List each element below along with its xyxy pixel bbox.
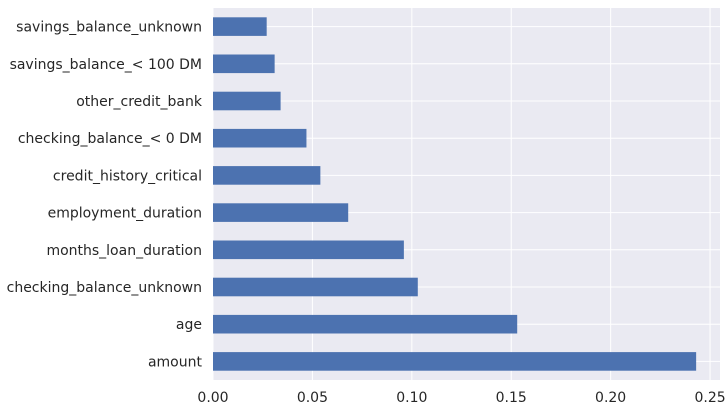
y-tick-label: age <box>176 317 202 333</box>
bar <box>213 17 267 36</box>
x-tick-label: 0.00 <box>197 390 228 406</box>
x-tick-label: 0.20 <box>595 390 626 406</box>
y-tick-label: checking_balance_< 0 DM <box>18 131 202 147</box>
bar <box>213 91 281 111</box>
bar <box>213 277 418 297</box>
bar <box>213 203 349 222</box>
bar <box>213 54 275 74</box>
y-tick-label: savings_balance_< 100 DM <box>10 57 202 73</box>
x-tick-label: 0.05 <box>297 390 328 406</box>
y-tick-label: amount <box>148 354 203 370</box>
y-tick-label: months_loan_duration <box>46 243 202 259</box>
bar <box>213 314 518 334</box>
y-tick-label: other_credit_bank <box>76 94 203 110</box>
bar <box>213 240 404 260</box>
x-tick-label: 0.15 <box>496 390 527 406</box>
bar <box>213 166 321 185</box>
y-tick-label: employment_duration <box>48 206 202 222</box>
x-tick-label: 0.10 <box>396 390 427 406</box>
y-tick-label: savings_balance_unknown <box>16 20 202 36</box>
bar <box>213 128 307 148</box>
x-tick-label: 0.25 <box>694 390 725 406</box>
bar <box>213 352 697 371</box>
y-tick-label: checking_balance_unknown <box>7 280 202 296</box>
y-tick-label: credit_history_critical <box>53 168 202 184</box>
